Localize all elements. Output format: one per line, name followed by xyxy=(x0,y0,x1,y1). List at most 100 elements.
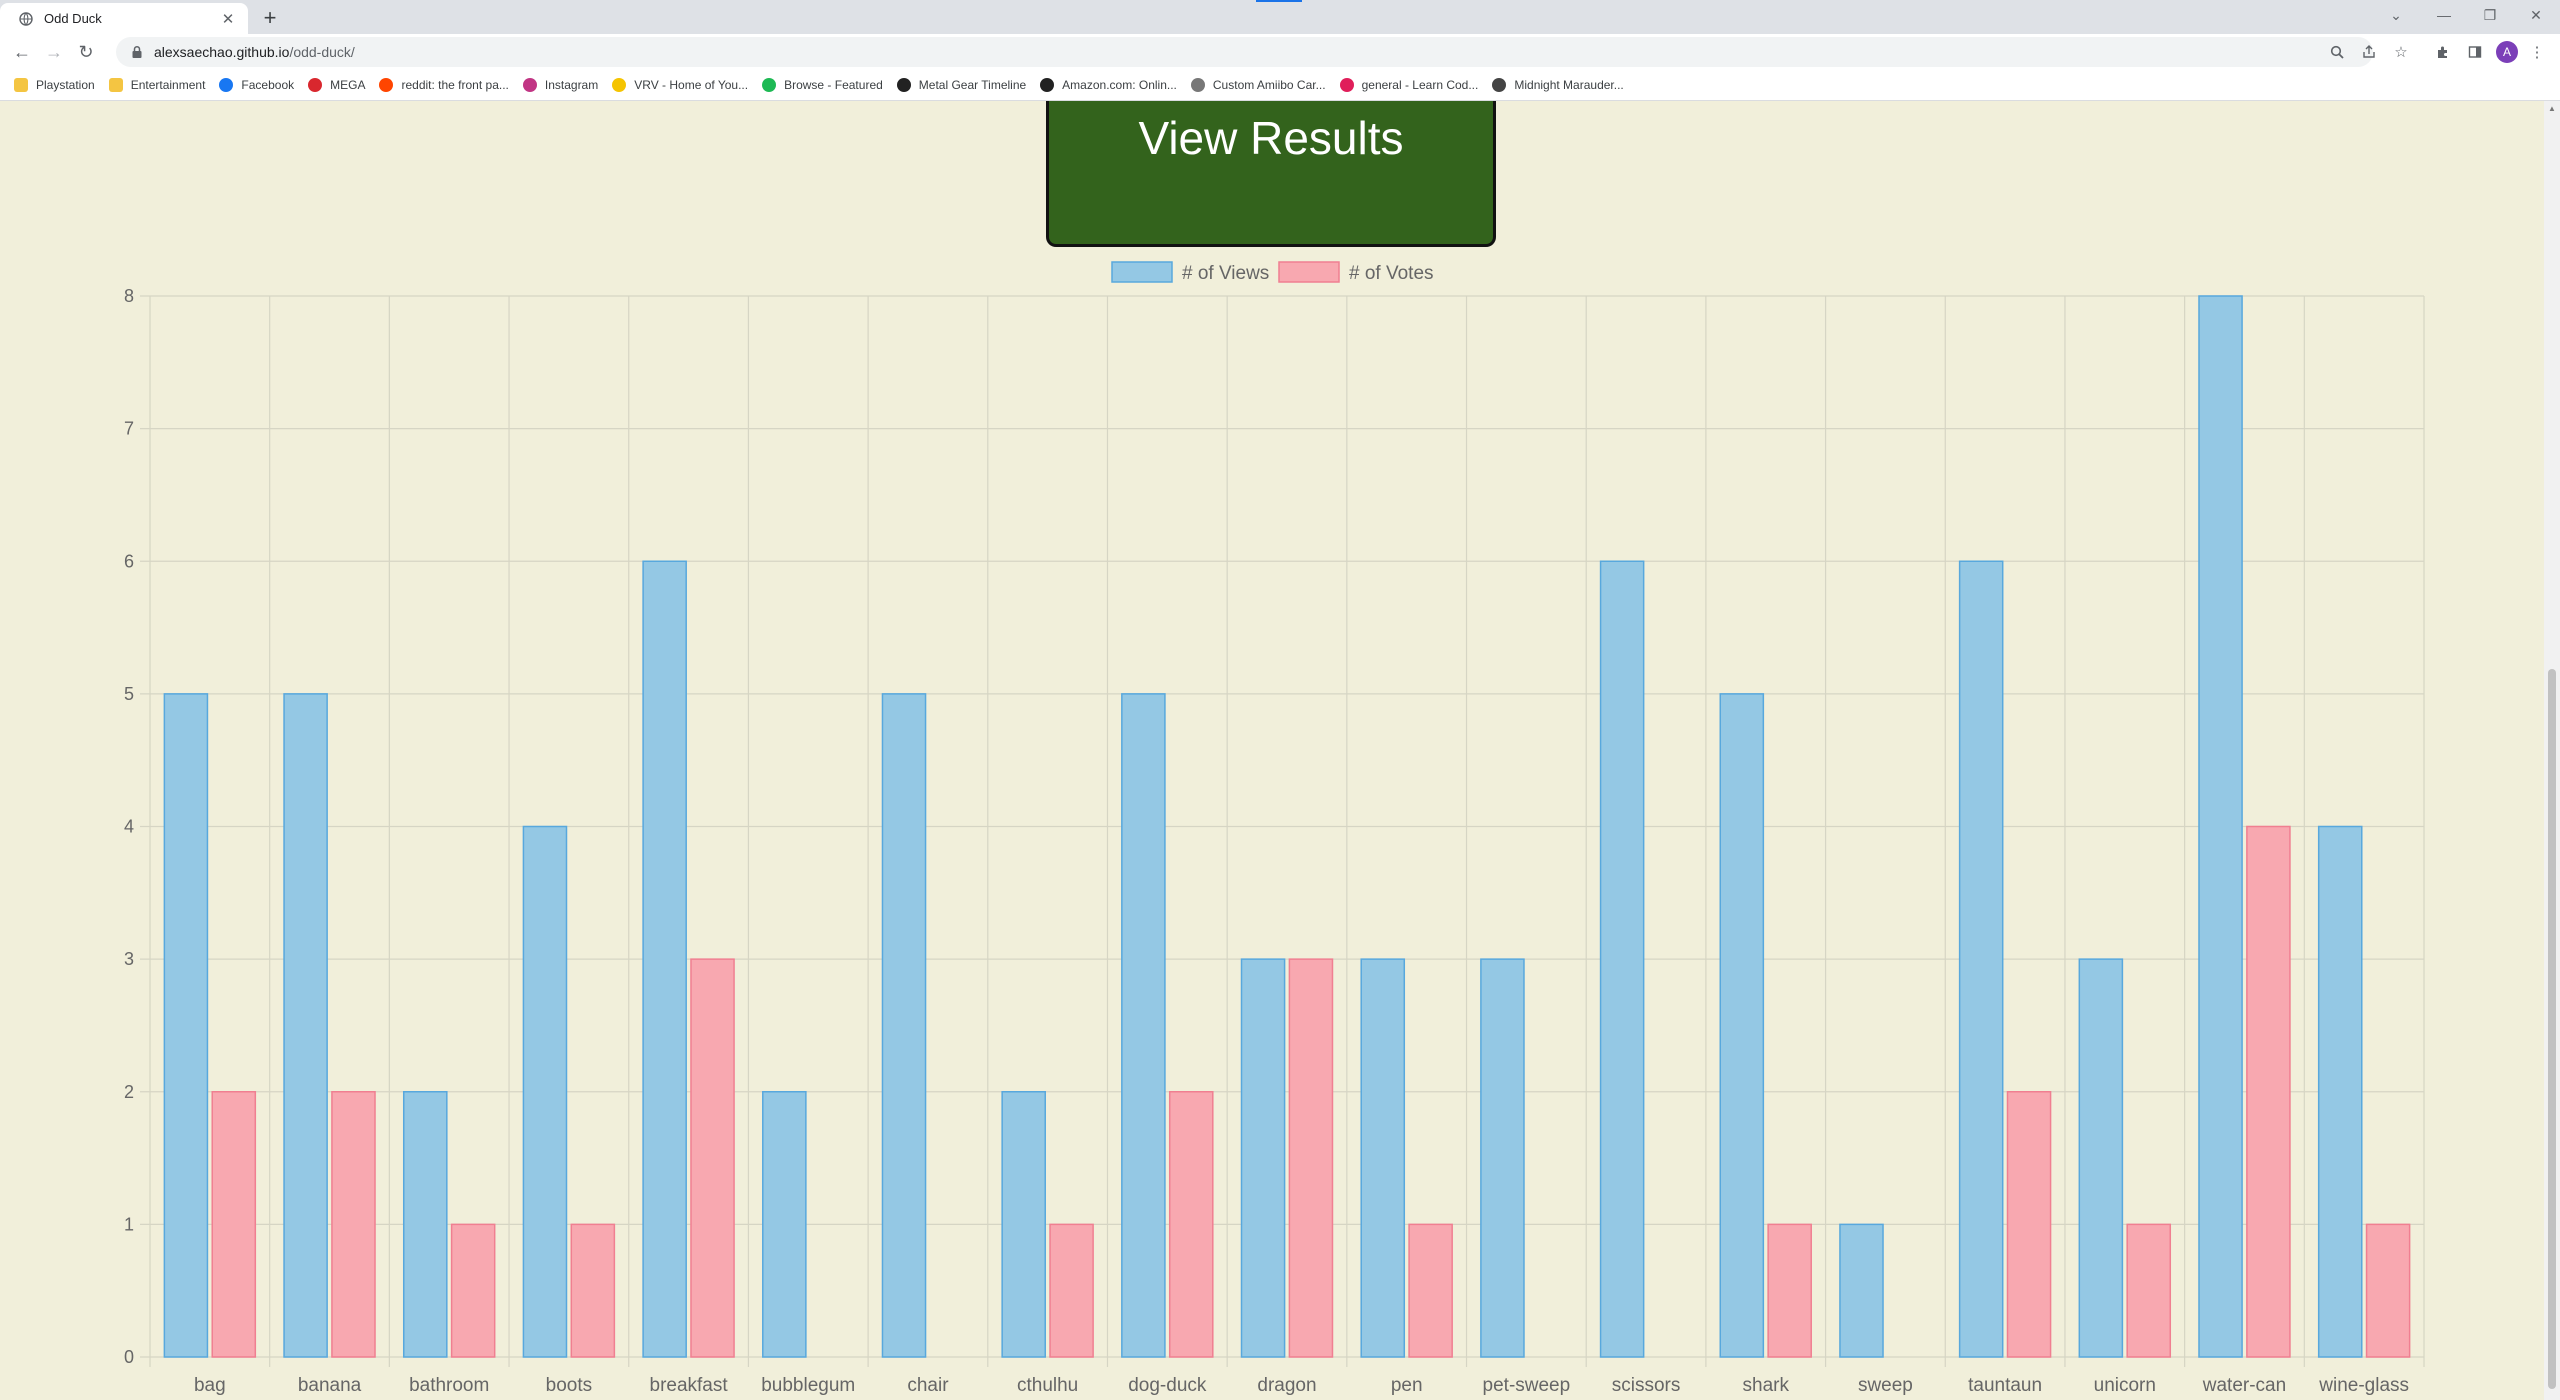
extensions-icon[interactable] xyxy=(2432,41,2454,63)
menu-kebab-icon[interactable]: ⋮ xyxy=(2526,41,2548,63)
views-bar xyxy=(882,694,925,1357)
bookmark-item[interactable]: Playstation xyxy=(14,78,95,92)
bookmark-item[interactable]: Facebook xyxy=(219,78,294,92)
votes-bar xyxy=(2127,1224,2170,1357)
legend-label: # of Views xyxy=(1182,263,1269,284)
y-tick-label: 3 xyxy=(124,949,134,969)
folder-icon xyxy=(14,78,28,92)
page-content: 0 1 2 3 4 5 6 7 8 bag banana bathroom boots breakfast… xyxy=(0,101,2560,1400)
bookmark-item[interactable]: Midnight Marauder... xyxy=(1492,78,1623,92)
site-favicon-icon xyxy=(762,78,776,92)
views-bar xyxy=(1601,561,1644,1357)
x-tick-label: chair xyxy=(907,1375,949,1396)
tab-strip: Odd Duck ✕ + ⌄ — ❐ ✕ xyxy=(0,0,2560,34)
bookmark-label: general - Learn Cod... xyxy=(1362,78,1479,92)
bookmark-item[interactable]: MEGA xyxy=(308,78,365,92)
x-tick-label: bag xyxy=(194,1375,226,1396)
address-bar[interactable]: alexsaechao.github.io/odd-duck/ xyxy=(116,37,2373,67)
bookmarks-bar: Playstation Entertainment Facebook MEGA redd… xyxy=(0,70,2560,101)
share-icon[interactable] xyxy=(2358,41,2380,63)
bookmark-item[interactable]: Custom Amiibo Car... xyxy=(1191,78,1326,92)
views-bar xyxy=(763,1092,806,1357)
views-bar xyxy=(2199,296,2242,1357)
reload-button[interactable]: ↻ xyxy=(72,38,100,66)
views-bar xyxy=(284,694,327,1357)
side-panel-icon[interactable] xyxy=(2464,41,2486,63)
site-favicon-icon xyxy=(1492,78,1506,92)
tab-odd-duck[interactable]: Odd Duck ✕ xyxy=(0,3,248,34)
forward-button[interactable]: → xyxy=(40,38,68,66)
site-favicon-icon xyxy=(308,78,322,92)
bookmark-item[interactable]: reddit: the front pa... xyxy=(379,78,508,92)
views-bar xyxy=(2079,959,2122,1357)
votes-bar xyxy=(1170,1092,1213,1357)
bookmark-label: Facebook xyxy=(241,78,294,92)
y-tick-label: 8 xyxy=(124,286,134,306)
bookmark-label: MEGA xyxy=(330,78,365,92)
x-tick-label: bubblegum xyxy=(761,1375,855,1396)
votes-bar xyxy=(1289,959,1332,1357)
x-tick-label: unicorn xyxy=(2094,1375,2156,1396)
bookmark-label: Custom Amiibo Car... xyxy=(1213,78,1326,92)
x-tick-label: pet-sweep xyxy=(1483,1375,1571,1396)
views-bar xyxy=(1481,959,1524,1357)
votes-bar xyxy=(571,1224,614,1357)
y-tick-label: 0 xyxy=(124,1347,134,1367)
legend-label: # of Votes xyxy=(1349,263,1434,284)
x-tick-label: sweep xyxy=(1858,1375,1913,1396)
y-tick-label: 7 xyxy=(124,419,134,439)
results-chart: 0 1 2 3 4 5 6 7 8 bag banana bathroom boots breakfast… xyxy=(0,101,2544,1400)
bookmark-label: Amazon.com: Onlin... xyxy=(1062,78,1177,92)
votes-bar xyxy=(1409,1224,1452,1357)
minimize-button[interactable]: — xyxy=(2422,2,2466,28)
views-bar xyxy=(164,694,207,1357)
views-bar xyxy=(1242,959,1285,1357)
lock-icon xyxy=(130,45,144,59)
bookmark-label: VRV - Home of You... xyxy=(634,78,748,92)
view-results-button[interactable]: View Results xyxy=(1046,101,1496,247)
bookmark-label: Entertainment xyxy=(131,78,206,92)
site-favicon-icon xyxy=(1191,78,1205,92)
tab-title: Odd Duck xyxy=(44,11,218,26)
bookmark-item[interactable]: Browse - Featured xyxy=(762,78,883,92)
views-bar xyxy=(1002,1092,1045,1357)
bookmark-label: Midnight Marauder... xyxy=(1514,78,1623,92)
bookmark-item[interactable]: general - Learn Cod... xyxy=(1340,78,1479,92)
views-bar xyxy=(2319,827,2362,1358)
y-tick-label: 4 xyxy=(124,817,134,837)
x-tick-label: boots xyxy=(546,1375,592,1396)
bookmark-item[interactable]: Entertainment xyxy=(109,78,206,92)
profile-avatar[interactable]: A xyxy=(2496,41,2518,63)
url-host: alexsaechao.github.io xyxy=(154,44,289,60)
bookmark-star-icon[interactable]: ☆ xyxy=(2390,41,2412,63)
folder-icon xyxy=(109,78,123,92)
close-window-button[interactable]: ✕ xyxy=(2514,2,2558,28)
new-tab-button[interactable]: + xyxy=(258,6,282,30)
bookmark-item[interactable]: Instagram xyxy=(523,78,598,92)
views-bar xyxy=(523,827,566,1358)
votes-bar xyxy=(2007,1092,2050,1357)
views-bar xyxy=(1840,1224,1883,1357)
site-favicon-icon xyxy=(897,78,911,92)
views-bar xyxy=(643,561,686,1357)
bookmark-label: Instagram xyxy=(545,78,598,92)
site-favicon-icon xyxy=(219,78,233,92)
bookmark-item[interactable]: Metal Gear Timeline xyxy=(897,78,1026,92)
scrollbar-thumb[interactable] xyxy=(2548,669,2556,1389)
tab-search-icon[interactable]: ⌄ xyxy=(2374,2,2418,28)
views-bar xyxy=(404,1092,447,1357)
bookmark-item[interactable]: Amazon.com: Onlin... xyxy=(1040,78,1177,92)
legend-swatch xyxy=(1279,262,1339,282)
x-tick-label: dog-duck xyxy=(1128,1375,1207,1396)
site-favicon-icon xyxy=(523,78,537,92)
bookmark-item[interactable]: VRV - Home of You... xyxy=(612,78,748,92)
scroll-up-arrow-icon[interactable]: ▲ xyxy=(2548,105,2556,113)
tab-drag-indicator xyxy=(1256,0,1302,2)
back-button[interactable]: ← xyxy=(8,38,36,66)
zoom-icon[interactable] xyxy=(2326,41,2348,63)
site-favicon-icon xyxy=(1340,78,1354,92)
site-favicon-icon xyxy=(612,78,626,92)
page-scrollbar[interactable]: ▲ xyxy=(2544,101,2560,1400)
restore-button[interactable]: ❐ xyxy=(2468,2,2512,28)
close-tab-icon[interactable]: ✕ xyxy=(218,9,238,29)
